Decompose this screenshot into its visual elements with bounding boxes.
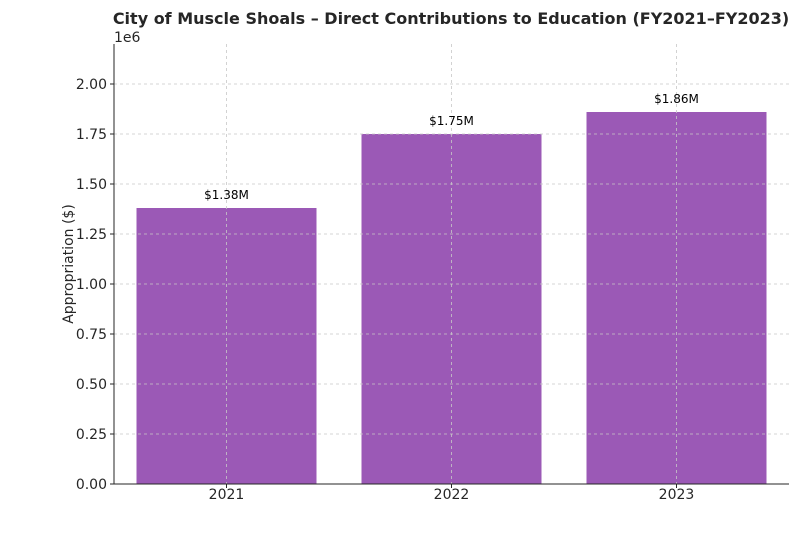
y-tick-label: 0.75 bbox=[76, 327, 107, 343]
y-tick-label: 1.25 bbox=[76, 227, 107, 243]
y-tick-label: 0.25 bbox=[76, 427, 107, 443]
y-axis-label: Appropriation ($) bbox=[61, 204, 77, 324]
data-label-2023: $1.86M bbox=[654, 92, 699, 106]
y-tick-label: 1.50 bbox=[76, 177, 107, 193]
data-label-2021: $1.38M bbox=[204, 188, 249, 202]
y-tick-label: 1.00 bbox=[76, 277, 107, 293]
x-tick-label-2022: 2022 bbox=[434, 487, 470, 503]
data-label-2022: $1.75M bbox=[429, 114, 474, 128]
y-tick-label: 2.00 bbox=[76, 77, 107, 93]
x-tick-label-2023: 2023 bbox=[659, 487, 695, 503]
axes bbox=[110, 44, 789, 488]
y-tick-label: 1.75 bbox=[76, 127, 107, 143]
x-tick-label-2021: 2021 bbox=[209, 487, 245, 503]
chart-title: City of Muscle Shoals – Direct Contribut… bbox=[113, 9, 789, 28]
grid bbox=[114, 44, 789, 485]
labels: 0.00 0.25 0.50 0.75 1.00 1.25 1.50 1.75 2.00 2021… bbox=[76, 77, 699, 503]
y-tick-label: 0.50 bbox=[76, 377, 107, 393]
y-axis-scale-label: 1e6 bbox=[114, 30, 141, 46]
y-tick-label: 0.00 bbox=[76, 477, 107, 493]
